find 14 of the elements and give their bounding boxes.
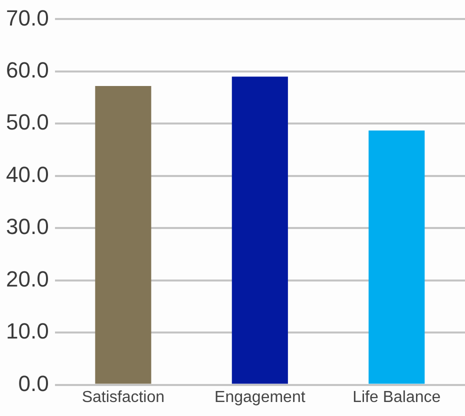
x-tick-label: Life Balance — [352, 388, 441, 406]
y-tick-label: 40.0 — [6, 162, 49, 187]
y-tick-label: 50.0 — [6, 110, 49, 135]
y-tick-label: 70.0 — [6, 5, 49, 30]
x-tick-label: Engagement — [214, 388, 306, 406]
y-tick-label: 60.0 — [6, 57, 49, 82]
bar — [232, 76, 288, 384]
y-tick-label: 10.0 — [6, 318, 49, 344]
y-tick-label: 0.0 — [18, 370, 49, 396]
y-tick-label: 20.0 — [6, 266, 49, 292]
x-tick-label: Satisfaction — [82, 388, 165, 406]
bar — [95, 86, 152, 384]
y-tick-label: 30.0 — [6, 214, 49, 240]
bar — [368, 130, 425, 384]
